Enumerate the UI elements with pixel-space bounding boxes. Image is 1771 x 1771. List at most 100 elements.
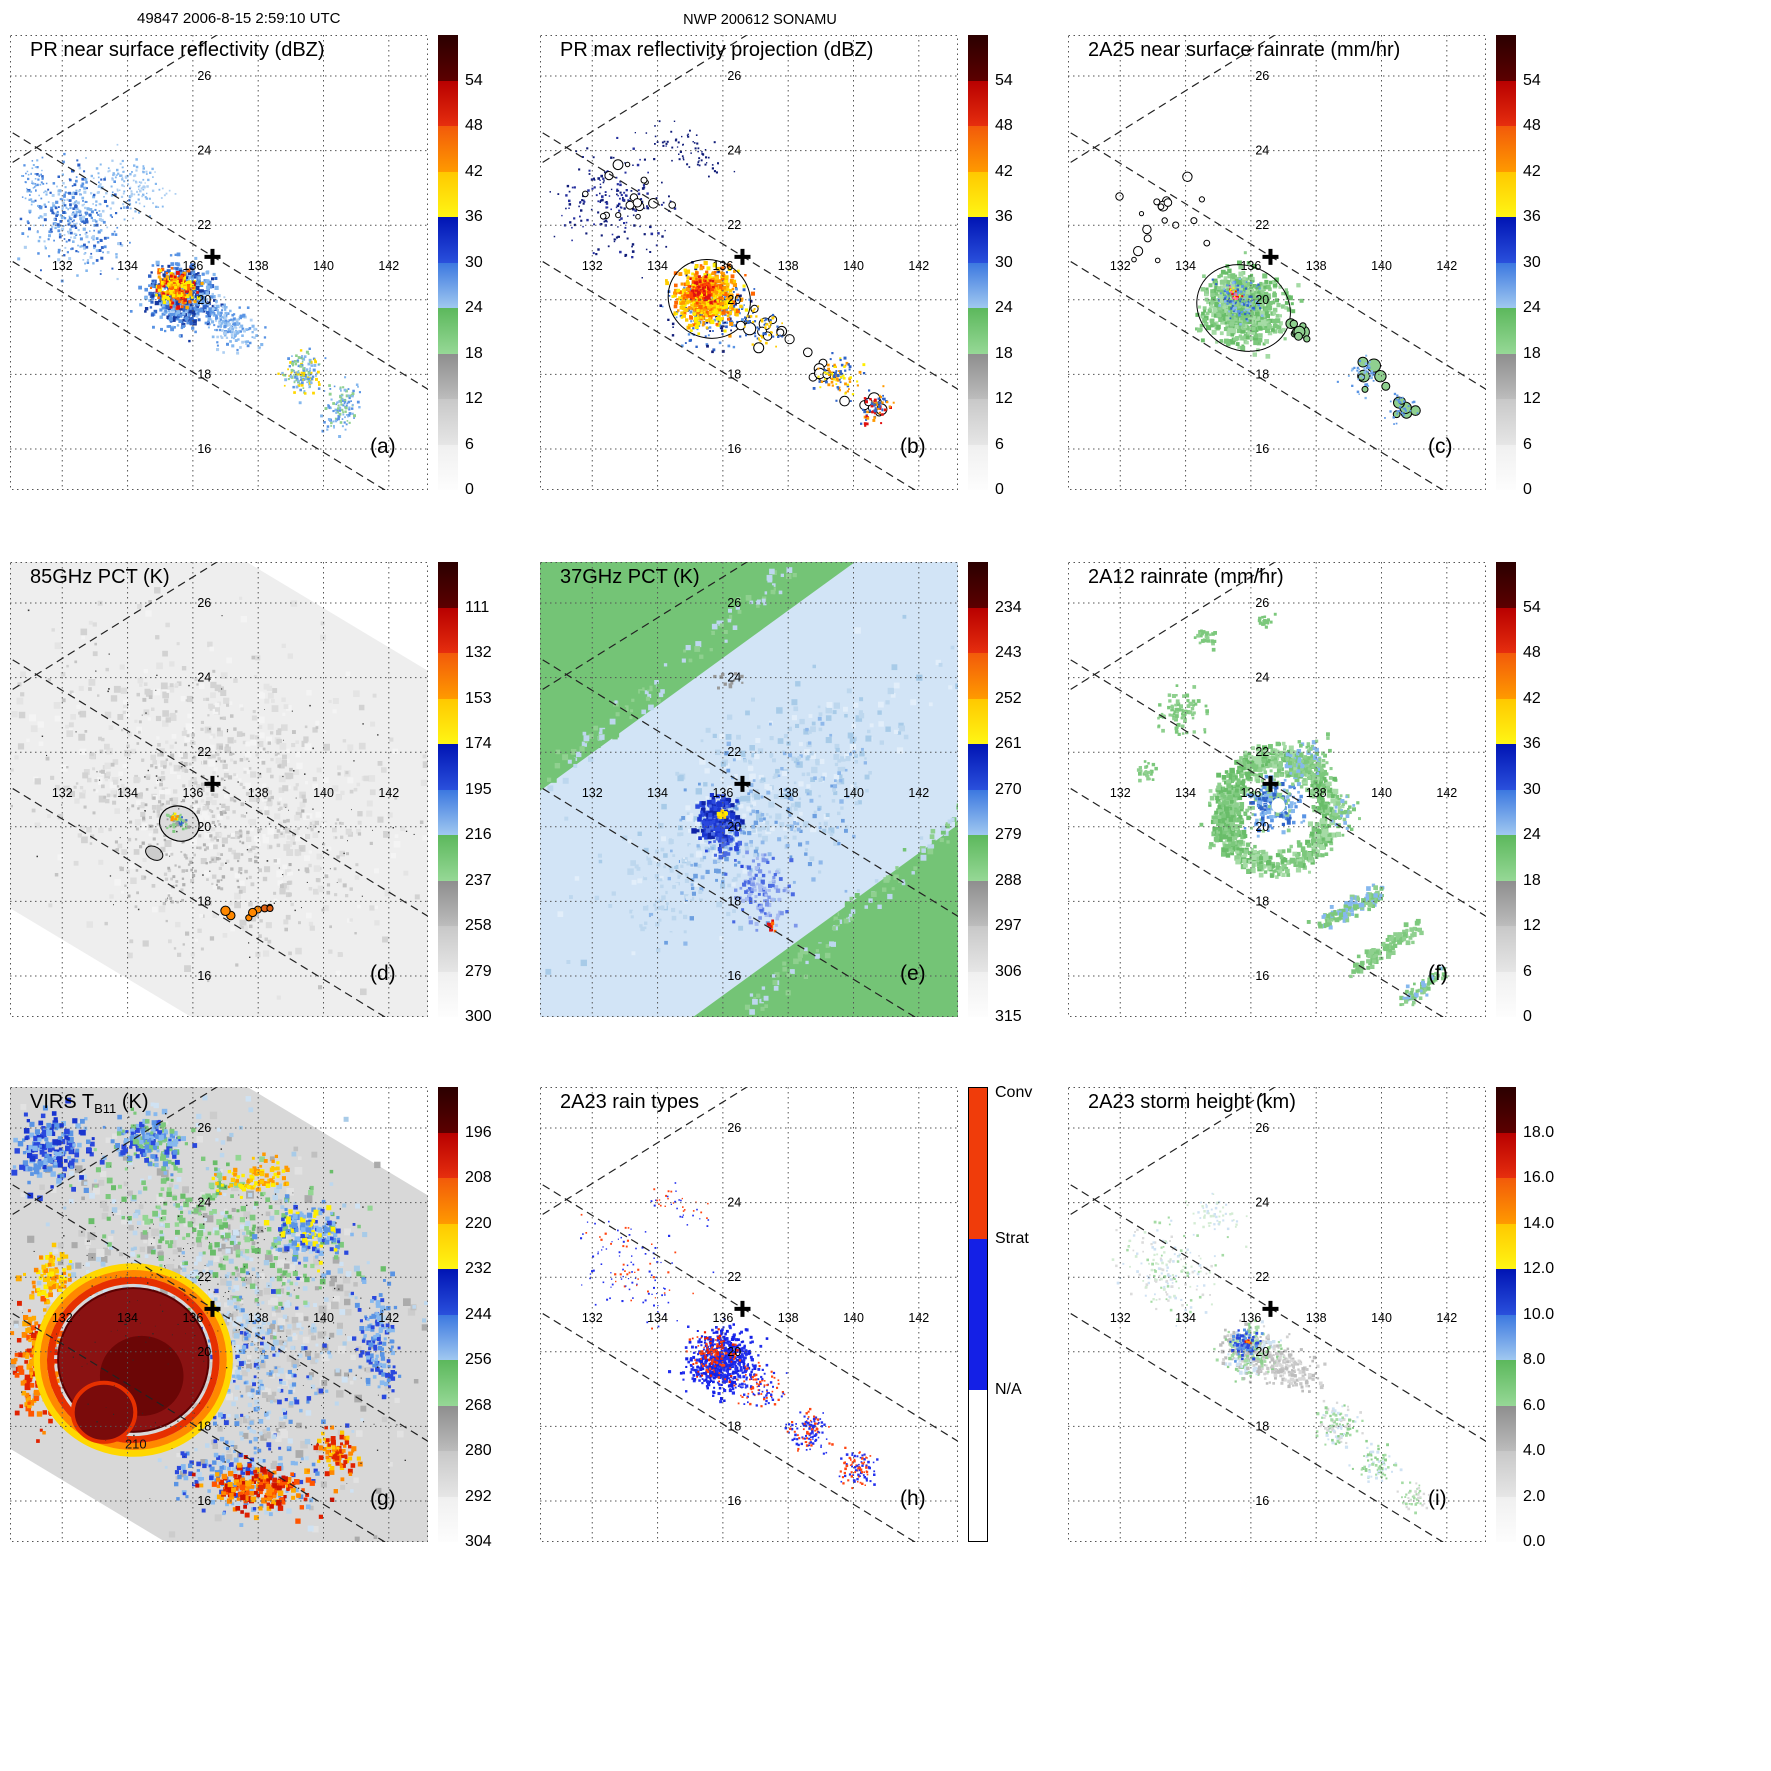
- svg-text:136: 136: [1240, 259, 1261, 273]
- panel-e-title-text: 37GHz PCT (K): [560, 566, 700, 588]
- colorbar-tick-label: 48: [995, 117, 1013, 134]
- svg-text:142: 142: [378, 259, 399, 273]
- colorbar-tick-label: 258: [465, 917, 492, 934]
- svg-text:136: 136: [182, 259, 203, 273]
- colorbar-tick-label: 252: [995, 689, 1022, 707]
- svg-text:24: 24: [197, 144, 211, 158]
- colorbar-tick-label: 42: [465, 162, 483, 180]
- colorbar-segment: [1496, 1178, 1516, 1224]
- colorbar-tick-label: 304: [465, 1533, 492, 1550]
- grid-layer: [10, 562, 428, 1017]
- panel-g-title-post: (K): [116, 1091, 149, 1113]
- storm-center-marker: [1262, 1300, 1279, 1317]
- panel-g-title-sub: B11: [94, 1101, 117, 1116]
- colorbar-segment: [438, 444, 458, 490]
- svg-text:18: 18: [727, 367, 741, 381]
- svg-text:132: 132: [1110, 259, 1131, 273]
- colorbar-tick-label: 174: [465, 735, 492, 752]
- colorbar-segment: [1496, 1360, 1516, 1406]
- storm-name: NWP 200612 SONAMU: [683, 12, 837, 28]
- svg-text:140: 140: [843, 259, 864, 273]
- colorbar-tick-label: 237: [465, 871, 492, 889]
- colorbar-tick-label: 244: [465, 1305, 492, 1323]
- colorbar-tick-label: 24: [1523, 299, 1541, 316]
- colorbar-tick-label: 279: [465, 962, 492, 980]
- svg-text:22: 22: [197, 218, 211, 232]
- panel-f-title-text: 2A12 rainrate (mm/hr): [1088, 566, 1284, 588]
- colorbar-segment: [1496, 1223, 1516, 1269]
- colorbar-tick-label: 42: [1523, 689, 1541, 707]
- panel-b-title: PR max reflectivity projection (dBZ): [560, 39, 873, 64]
- colorbar-tick-label: 0: [465, 481, 474, 498]
- colorbar-tick-label: 0: [995, 481, 1004, 498]
- colorbar-segment: [438, 126, 458, 172]
- panel-h-colorbar-ticks: Conv Strat N/A: [995, 1084, 1075, 1542]
- colorbar-tick-label: 6: [1523, 435, 1532, 453]
- colorbar-tick-label: 12.0: [1523, 1260, 1555, 1277]
- panel-e: 132 134 136 138 140 142 16 18 20 22 24 26 (e) 37GHz …: [540, 562, 1096, 1034]
- colorbar-segment: [968, 35, 988, 81]
- field-layer: [10, 562, 428, 1017]
- colorbar-tick-label: 6: [1523, 962, 1532, 980]
- svg-text:138: 138: [1306, 259, 1327, 273]
- colorbar-segment: [438, 308, 458, 354]
- colorbar-segment: [438, 1451, 458, 1497]
- data-layer: [1115, 171, 1421, 425]
- colorbar-segment: [438, 217, 458, 263]
- colorbar-tick-label: 243: [995, 644, 1022, 661]
- colorbar-segment: [438, 562, 458, 608]
- colorbar-segment: [438, 1269, 458, 1315]
- colorbar-tick-label: 48: [1523, 644, 1541, 661]
- colorbar-tick-label: 16.0: [1523, 1169, 1555, 1186]
- svg-text:18: 18: [1255, 367, 1269, 381]
- colorbar-segment: [1496, 880, 1516, 926]
- colorbar-tick-label: 297: [995, 917, 1022, 934]
- data-layer: [580, 1182, 879, 1490]
- colorbar-tick-label: 111: [465, 598, 490, 616]
- colorbar-segment: [968, 562, 988, 608]
- swath-edge-lines: [540, 1087, 958, 1542]
- panel-d-colorbar-ticks: 111 132 153 174 195 216 237 258 279 300: [465, 562, 545, 1026]
- colorbar-tick-label: 18: [465, 344, 483, 362]
- colorbar-tick-label: 288: [995, 871, 1022, 889]
- colorbar-segment: [438, 789, 458, 835]
- colorbar-tick-label: 54: [995, 71, 1013, 89]
- colorbar-segment: [438, 1132, 458, 1178]
- data-layer: [17, 143, 361, 438]
- panel-letter: (h): [900, 1487, 926, 1510]
- panel-h-colorbar: [968, 1087, 988, 1542]
- data-layer: [549, 120, 895, 427]
- panel-b: 132 134 136 138 140 142 16 18 20 22 24 26 (b) PR max…: [540, 35, 1096, 507]
- colorbar-tick-label: 6: [465, 435, 474, 453]
- colorbar-segment: [1496, 126, 1516, 172]
- swath-edge-lines: [1068, 35, 1486, 490]
- colorbar-segment: [1496, 653, 1516, 699]
- colorbar-segment: [1496, 353, 1516, 399]
- colorbar-segment: [438, 835, 458, 881]
- colorbar-segment: [438, 171, 458, 217]
- swath-edge-lines: [540, 562, 958, 1017]
- svg-text:140: 140: [313, 259, 334, 273]
- colorbar-segment: [968, 80, 988, 126]
- colorbar-segment: [438, 1405, 458, 1451]
- colorbar-tick-label: 261: [995, 735, 1022, 752]
- panel-c-map: 132 134 136 138 140 142 16 18 20 22 24 26 (c): [1068, 35, 1486, 490]
- colorbar-tick-label: 36: [1523, 208, 1541, 225]
- colorbar-segment: [438, 971, 458, 1017]
- svg-text:142: 142: [908, 259, 929, 273]
- svg-text:20: 20: [727, 293, 741, 307]
- swath-edge-lines: [540, 35, 958, 490]
- panel-b-colorbar-ticks: 54 48 42 36 30 24 18 12 6 0: [995, 35, 1075, 499]
- colorbar-segment: [438, 607, 458, 653]
- panel-a: 132 134 136 138 140 142 16 18 20 22 24 26 (a) PR nea…: [10, 35, 566, 507]
- colorbar-tick-label: 153: [465, 689, 492, 707]
- colorbar-segment: [968, 744, 988, 790]
- panel-e-title: 37GHz PCT (K): [560, 566, 700, 591]
- grid-layer: [1068, 35, 1486, 490]
- swath-edge-lines: [10, 1087, 428, 1542]
- panel-letter: (g): [370, 1487, 396, 1510]
- colorbar-tick-label: 216: [465, 826, 492, 843]
